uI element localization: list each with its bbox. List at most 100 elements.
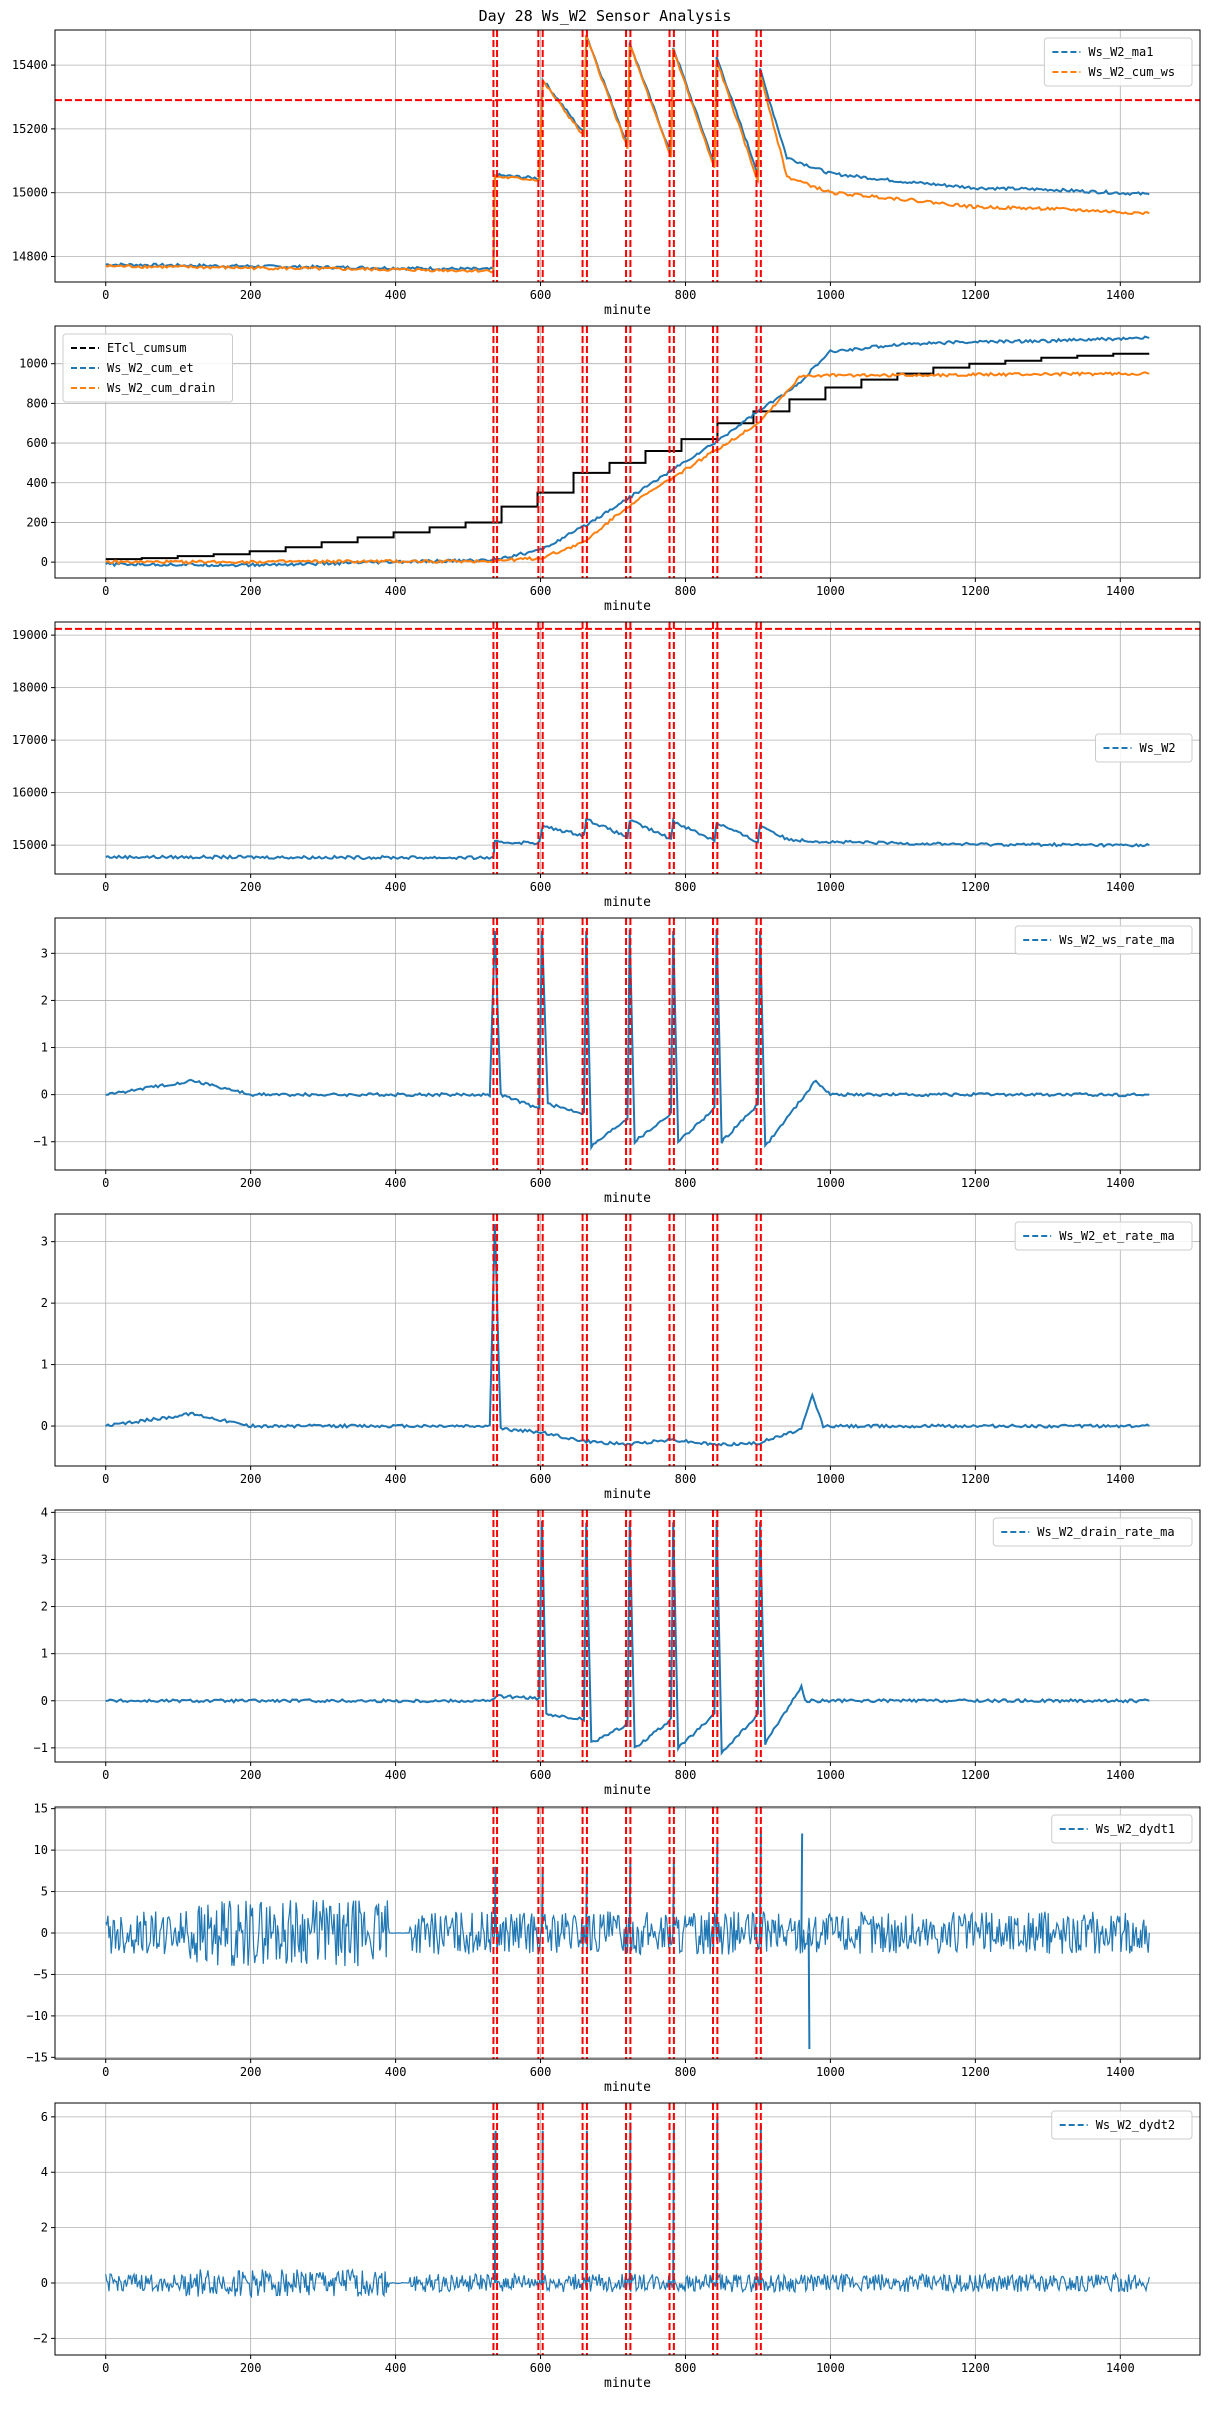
x-axis-label: minute <box>604 2080 651 2095</box>
x-tick-label: 400 <box>385 2065 407 2079</box>
axes-frame <box>54 621 1201 875</box>
x-tick-label: 0 <box>102 1768 109 1782</box>
legend-box <box>992 1517 1193 1547</box>
x-tick-label: 1000 <box>816 2361 845 2375</box>
y-tick-label: 3 <box>41 1552 48 1566</box>
x-tick-label: 1400 <box>1106 288 1135 302</box>
x-tick-label: 400 <box>385 1472 407 1486</box>
x-tick-label: 600 <box>530 880 552 894</box>
y-tick-label: 17000 <box>12 733 48 747</box>
x-tick-label: 0 <box>102 2065 109 2079</box>
y-tick-label: 1 <box>41 1358 48 1372</box>
legend-entry: Ws_W2_ws_rate_ma <box>1059 933 1175 947</box>
y-tick-label: 2 <box>41 993 48 1007</box>
subplot-2: 0 200 400 600 800 1000 1200 1400 0 200 400 600 800 10… <box>19 325 1201 614</box>
y-tick-label: 15400 <box>12 58 48 72</box>
legend-entry: Ws_W2_drain_rate_ma <box>1037 1525 1174 1539</box>
subplot-4: 0 200 400 600 800 1000 1200 1400 −1 0 1 2 3 minute Ws_… <box>34 917 1201 1206</box>
x-tick-label: 0 <box>102 288 109 302</box>
x-axis-label: minute <box>604 895 651 910</box>
x-tick-label: 400 <box>385 2361 407 2375</box>
x-axis-label: minute <box>604 303 651 318</box>
plot-area <box>105 1807 1150 2059</box>
x-tick-label: 1400 <box>1106 1768 1135 1782</box>
plot-area <box>105 918 1150 1170</box>
y-tick-label: 14800 <box>12 249 48 263</box>
y-tick-label: 2 <box>41 2221 48 2235</box>
x-tick-label: 800 <box>675 2361 697 2375</box>
y-tick-label: 0 <box>41 1926 48 1940</box>
x-tick-label: 0 <box>102 2361 109 2375</box>
legend: Ws_W2 <box>1095 733 1193 763</box>
y-tick-label: −1 <box>34 1741 48 1755</box>
legend-entry: Ws_W2_cum_et <box>107 361 194 375</box>
x-tick-label: 800 <box>675 1768 697 1782</box>
y-tick-label: 1 <box>41 1647 48 1661</box>
x-tick-label: 1200 <box>961 880 990 894</box>
legend-entry: Ws_W2_cum_drain <box>107 381 215 395</box>
y-tick-label: 200 <box>26 515 48 529</box>
series-line-Ws_W2_dydt2 <box>105 2268 1150 2299</box>
y-tick-label: 15000 <box>12 838 48 852</box>
x-tick-label: 600 <box>530 288 552 302</box>
plot-area <box>105 326 1150 578</box>
plot-area <box>105 2103 1150 2355</box>
subplot-7: 0 200 400 600 800 1000 1200 1400 −15 −10 −5 0 5 10 15 m… <box>26 1802 1201 2095</box>
series-line-ETcl_cumsum <box>105 352 1150 561</box>
x-tick-label: 1000 <box>816 288 845 302</box>
y-tick-label: −2 <box>34 2331 48 2345</box>
series-line-Ws_W2_cum_ws <box>105 34 1150 274</box>
y-tick-label: −10 <box>26 2009 48 2023</box>
y-tick-label: 0 <box>41 1694 48 1708</box>
y-tick-label: 6 <box>41 2110 48 2124</box>
x-tick-label: 0 <box>102 880 109 894</box>
legend-box <box>1051 2110 1193 2140</box>
legend-entry: ETcl_cumsum <box>107 341 186 355</box>
y-tick-label: 3 <box>41 1235 48 1249</box>
legend: Ws_W2_et_rate_ma <box>1014 1221 1193 1251</box>
series-spike <box>493 2130 497 2284</box>
legend-box <box>1014 925 1193 955</box>
axes-frame <box>54 325 1201 579</box>
x-tick-label: 1200 <box>961 1176 990 1190</box>
y-tick-label: −1 <box>34 1135 48 1149</box>
legend-entry: Ws_W2_dydt2 <box>1096 2118 1175 2132</box>
x-tick-label: 1000 <box>816 880 845 894</box>
x-tick-label: 1400 <box>1106 880 1135 894</box>
x-tick-label: 1400 <box>1106 1472 1135 1486</box>
x-tick-label: 1000 <box>816 584 845 598</box>
x-tick-label: 0 <box>102 584 109 598</box>
x-tick-label: 200 <box>240 1472 262 1486</box>
series-line-Ws_W2_cum_drain <box>105 371 1150 566</box>
legend: ETcl_cumsum Ws_W2_cum_et Ws_W2_cum_drain <box>62 333 233 403</box>
x-tick-label: 800 <box>675 1472 697 1486</box>
figure-title: Day 28 Ws_W2 Sensor Analysis <box>479 7 732 25</box>
subplot-1: 0 200 400 600 800 1000 1200 1400 14800 15000 15200… <box>12 29 1201 318</box>
x-tick-label: 1400 <box>1106 2361 1135 2375</box>
subplot-8: 0 200 400 600 800 1000 1200 1400 −2 0 2 4 6 minute Ws_… <box>34 2102 1201 2391</box>
x-tick-label: 1400 <box>1106 584 1135 598</box>
x-tick-label: 1000 <box>816 1176 845 1190</box>
x-tick-label: 1200 <box>961 2361 990 2375</box>
x-tick-label: 200 <box>240 288 262 302</box>
x-tick-label: 400 <box>385 880 407 894</box>
x-tick-label: 600 <box>530 584 552 598</box>
x-tick-label: 800 <box>675 2065 697 2079</box>
legend-box <box>1014 1221 1193 1251</box>
y-tick-label: 19000 <box>12 628 48 642</box>
y-tick-label: 4 <box>41 1505 48 1519</box>
x-tick-label: 200 <box>240 1768 262 1782</box>
y-tick-label: 0 <box>41 2276 48 2290</box>
x-tick-label: 0 <box>102 1176 109 1190</box>
x-tick-label: 400 <box>385 288 407 302</box>
y-tick-label: −15 <box>26 2050 48 2064</box>
x-tick-label: 800 <box>675 1176 697 1190</box>
x-tick-label: 1200 <box>961 288 990 302</box>
y-tick-label: 1000 <box>19 357 48 371</box>
y-tick-label: 15200 <box>12 122 48 136</box>
series-line-Ws_W2_drain_rate_ma <box>105 1520 1150 1756</box>
x-tick-label: 400 <box>385 1176 407 1190</box>
axes-frame <box>54 1509 1201 1763</box>
legend-entry: Ws_W2_ma1 <box>1088 45 1153 59</box>
y-tick-label: 16000 <box>12 786 48 800</box>
